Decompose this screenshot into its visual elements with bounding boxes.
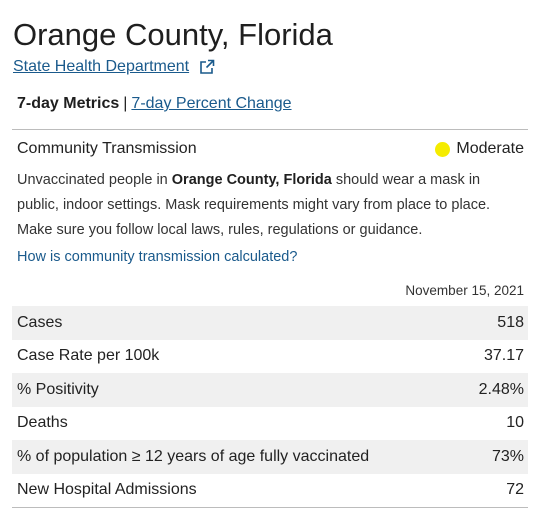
metric-name: % of population ≥ 12 years of age fully … bbox=[17, 447, 370, 465]
table-row: Cases 518 bbox=[12, 306, 528, 340]
state-health-department-link[interactable]: State Health Department bbox=[13, 57, 215, 77]
metric-name: New Hospital Admissions bbox=[17, 481, 197, 499]
community-transmission-label: Community Transmission bbox=[17, 140, 197, 157]
tab-7-day-metrics[interactable]: 7-day Metrics bbox=[17, 95, 120, 112]
metric-name: Deaths bbox=[17, 414, 68, 432]
page-title: Orange County, Florida bbox=[13, 17, 333, 52]
table-row: Case Rate per 100k 37.17 bbox=[12, 340, 528, 374]
description-text-2: should wear a mask in public, indoor set… bbox=[17, 172, 491, 238]
community-transmission-header: Community Transmission Moderate bbox=[17, 138, 524, 160]
metric-name: Case Rate per 100k bbox=[17, 347, 160, 365]
metric-value: 2.48% bbox=[478, 380, 524, 398]
metrics-tabs: 7-day Metrics | 7-day Percent Change bbox=[17, 94, 292, 114]
metrics-date: November 15, 2021 bbox=[405, 283, 524, 298]
state-health-department-link-label: State Health Department bbox=[13, 58, 190, 75]
community-transmission-level: Moderate bbox=[435, 138, 524, 160]
metrics-table: Cases 518 Case Rate per 100k 37.17 % Positiv… bbox=[12, 306, 528, 507]
metric-name: Cases bbox=[17, 313, 63, 331]
community-transmission-description: Unvaccinated people in Orange County, Fl… bbox=[17, 168, 522, 243]
description-county-name: Orange County, Florida bbox=[171, 172, 332, 188]
description-text-1: Unvaccinated people in bbox=[17, 172, 172, 188]
transmission-calculation-link[interactable]: How is community transmission calculated… bbox=[17, 249, 298, 265]
table-row: % of population ≥ 12 years of age fully … bbox=[12, 440, 528, 474]
external-link-icon bbox=[200, 59, 215, 74]
level-dot-icon bbox=[435, 141, 451, 157]
metric-value: 72 bbox=[506, 481, 524, 499]
metric-value: 73% bbox=[491, 447, 524, 465]
metric-value: 37.17 bbox=[483, 347, 524, 365]
table-row: New Hospital Admissions 72 bbox=[12, 474, 528, 508]
table-row: % Positivity 2.48% bbox=[12, 373, 528, 407]
metrics-panel: Community Transmission Moderate Unvaccin… bbox=[12, 129, 528, 508]
table-row: Deaths 10 bbox=[12, 407, 528, 441]
community-transmission-level-text: Moderate bbox=[456, 140, 524, 157]
metric-value: 518 bbox=[497, 313, 524, 331]
metric-value: 10 bbox=[506, 414, 524, 432]
tab-7-day-percent-change[interactable]: 7-day Percent Change bbox=[131, 95, 292, 112]
tab-separator: | bbox=[123, 95, 128, 112]
metric-name: % Positivity bbox=[17, 380, 99, 398]
